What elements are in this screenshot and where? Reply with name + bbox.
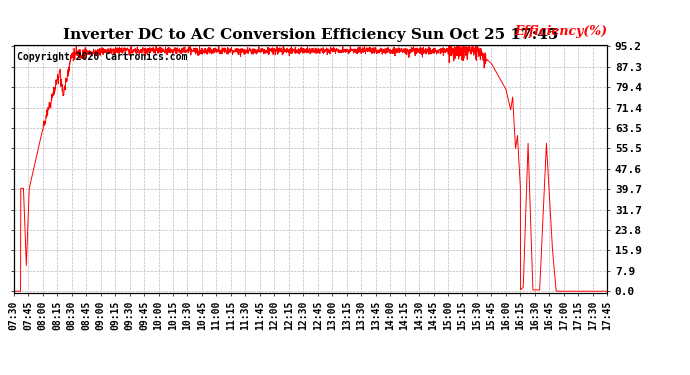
Title: Inverter DC to AC Conversion Efficiency Sun Oct 25 17:45: Inverter DC to AC Conversion Efficiency … — [63, 28, 558, 42]
Text: Efficiency(%): Efficiency(%) — [514, 25, 607, 38]
Text: Copyright 2020 Cartronics.com: Copyright 2020 Cartronics.com — [17, 53, 187, 63]
